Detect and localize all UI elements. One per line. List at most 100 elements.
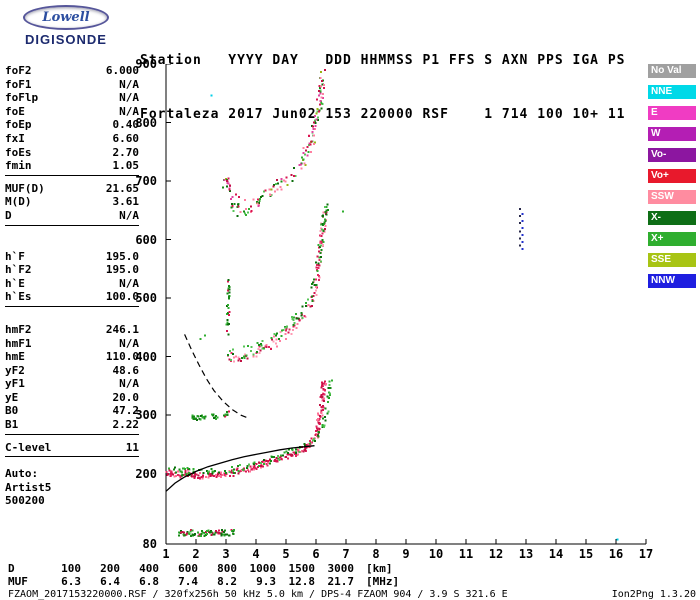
y-tick-label: 600 [135, 232, 157, 247]
param-list: foF2 6.000 foF1 N/A foFlp N/A foE N/A foEp 0.40 fx… [5, 64, 139, 508]
param-row: foF2 6.000 [5, 64, 139, 78]
trace-mid-green-blocks-2 [211, 413, 219, 420]
param-label: B1 [5, 418, 19, 432]
param-value: N/A [119, 77, 139, 91]
dmuf-value: 100 [61, 562, 81, 575]
y-tick-label: 200 [135, 466, 157, 481]
logo-digisonde-text: DIGISONDE [25, 32, 107, 47]
dmuf-unit: [km] [366, 562, 393, 575]
param-row: foEs 2.70 [5, 146, 139, 160]
ionogram-svg [165, 64, 647, 545]
param-group: MUF(D) 21.65 M(D) 3.61 D N/A [5, 182, 139, 226]
param-row: C-level 11 [5, 441, 139, 455]
dmuf-value: 21.7 [327, 575, 355, 588]
param-group: foF2 6.000 foF1 N/A foFlp N/A foE N/A foEp 0.40 fx… [5, 64, 139, 176]
param-value: N/A [119, 276, 139, 290]
dmuf-value: 12.8 [288, 575, 316, 588]
x-tick-label: 11 [458, 547, 474, 561]
legend-item-e: E [648, 106, 696, 120]
separator-line [5, 433, 139, 435]
x-tick-label: 1 [162, 547, 170, 561]
x-tick-label: 7 [342, 547, 350, 561]
param-value: 195.0 [105, 249, 139, 263]
logo-oval: Lowell [23, 5, 109, 30]
param-label: MUF(D) [5, 181, 45, 195]
status-version: Ion2Png 1.3.20 [611, 589, 696, 600]
param-label: h`Es [5, 290, 32, 304]
trace-strays-blue-column [521, 212, 524, 250]
x-tick-label: 16 [608, 547, 624, 561]
param-value: 2.22 [112, 418, 140, 432]
param-label: C-level [5, 440, 52, 454]
param-row: MUF(D) 21.65 [5, 182, 139, 196]
param-value: 195.0 [105, 263, 139, 277]
dmuf-value: 200 [100, 562, 120, 575]
trace-2f-trace-x [226, 203, 329, 361]
legend: No Val NNE E W Vo- Vo+ SSW X- X+ SSE NNW [648, 64, 696, 295]
dmuf-value: 6.3 [61, 575, 81, 588]
param-label: Artist5 [5, 480, 52, 494]
y-tick-label: 80 [142, 537, 157, 551]
param-value: 0.40 [112, 118, 140, 132]
param-label: foEp [5, 118, 32, 132]
logo-lowell-text: Lowell [42, 10, 90, 25]
param-label: foE [5, 104, 25, 118]
param-label: foF1 [5, 77, 32, 91]
param-value: 3.61 [112, 195, 140, 209]
dmuf-value: 600 [178, 562, 198, 575]
param-value: 1.05 [112, 159, 140, 173]
y-tick-label: 800 [135, 115, 157, 130]
digisonde-logo: Lowell DIGISONDE [10, 5, 122, 47]
param-row: h`E N/A [5, 277, 139, 291]
param-label: hmE [5, 350, 25, 364]
param-row: Artist5 [5, 481, 139, 495]
param-label: M(D) [5, 195, 32, 209]
separator-line [5, 174, 139, 176]
param-row: hmE 110.0 [5, 350, 139, 364]
x-tick-label: 4 [252, 547, 260, 561]
param-label: B0 [5, 404, 19, 418]
param-row: B0 47.2 [5, 404, 139, 418]
param-row: D N/A [5, 209, 139, 223]
x-tick-label: 13 [518, 547, 534, 561]
param-value: 2.70 [112, 145, 140, 159]
status-bar: FZAOM_2017153220000.RSF / 320fx256h 50 k… [8, 589, 696, 600]
dmuf-value: 8.2 [217, 575, 237, 588]
dmuf-value: 800 [217, 562, 237, 575]
param-value: 6.60 [112, 131, 140, 145]
param-label: foEs [5, 145, 32, 159]
legend-item-nne: NNE [648, 85, 696, 99]
param-label: fmin [5, 159, 32, 173]
param-value: 20.0 [112, 390, 140, 404]
param-row: 500200 [5, 494, 139, 508]
dmuf-value: 400 [139, 562, 159, 575]
legend-item-w: W [648, 127, 696, 141]
x-tick-label: 14 [548, 547, 564, 561]
profile-line-dashed [184, 334, 251, 420]
param-row: foE N/A [5, 105, 139, 119]
param-group: C-level 11 [5, 441, 139, 458]
param-row: fxI 6.60 [5, 132, 139, 146]
dmuf-table: D 100 200 400 600 800 1000 1500 3000 [km] MUF 6.3 6.… [8, 562, 399, 588]
param-label: yF2 [5, 363, 25, 377]
separator-line [5, 456, 139, 458]
legend-item-vo+: Vo+ [648, 169, 696, 183]
param-value: 110.0 [105, 350, 139, 364]
param-row: h`F2 195.0 [5, 263, 139, 277]
param-row: h`Es 100.0 [5, 290, 139, 304]
legend-item-nnw: NNW [648, 274, 696, 288]
profile-line-solid [165, 445, 315, 492]
trace-2f-start-column [225, 279, 231, 336]
trace-f-trace-x [168, 379, 334, 475]
trace-es-trace [177, 529, 236, 538]
param-value: 11 [125, 440, 139, 454]
param-value: 21.65 [105, 181, 139, 195]
x-tick-label: 5 [282, 547, 290, 561]
dmuf-value: 7.4 [178, 575, 198, 588]
param-group: Auto: Artist5 500200 [5, 467, 139, 508]
header-block: Station YYYY DAY DDD HHMMSS P1 FFS S AXN… [140, 16, 625, 142]
dmuf-value: 1000 [249, 562, 277, 575]
param-row: hmF1 N/A [5, 337, 139, 351]
param-label: yF1 [5, 377, 25, 391]
param-value: 48.6 [112, 363, 140, 377]
